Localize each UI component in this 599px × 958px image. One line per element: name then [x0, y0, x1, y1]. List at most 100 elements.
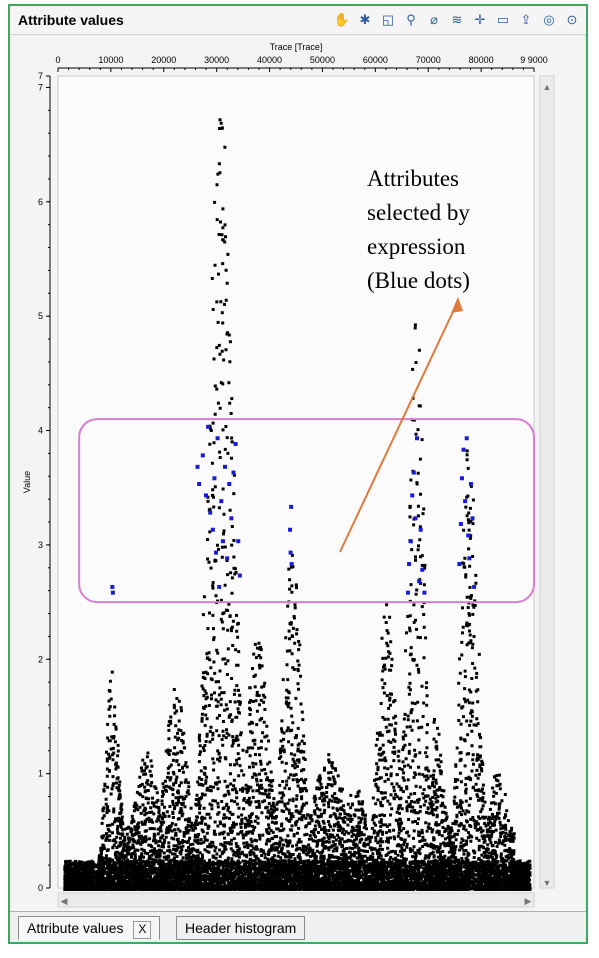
annotation-line: expression: [367, 234, 466, 259]
selected-point: [411, 470, 416, 475]
selected-point: [203, 493, 208, 498]
selected-point: [231, 470, 236, 475]
selected-point: [472, 584, 477, 589]
selected-point: [197, 482, 202, 486]
x-axis-label: Trace [Trace]: [270, 42, 323, 52]
selected-point: [206, 424, 211, 429]
selected-point: [458, 522, 463, 527]
selected-point: [464, 436, 469, 441]
y-tick-label: 2: [38, 654, 43, 664]
selected-point: [415, 436, 419, 441]
selected-point: [110, 590, 115, 595]
arrow-head: [451, 297, 463, 313]
y-tick-label: 4: [38, 426, 43, 436]
selected-point: [229, 516, 234, 521]
selected-point: [463, 499, 468, 504]
selected-point: [225, 556, 230, 561]
selected-point: [215, 436, 220, 441]
y-tick-label: 5: [38, 311, 43, 321]
x-tick-label: 40000: [257, 55, 282, 65]
selected-point: [237, 573, 242, 578]
y-tick-label: 0: [38, 883, 43, 893]
selected-point: [208, 510, 213, 515]
zoom-icon[interactable]: ⚲: [406, 12, 416, 27]
crosshair-icon[interactable]: ✛: [474, 12, 486, 27]
attribute-values-window: Attribute values ✋ ✱ ◱ ⚲ ⌀ ≋ ✛ ▭ ⇪ ◎ ⊙ ▲…: [8, 4, 588, 944]
scatter-svg: ▲ ▼ ◀ ▶ 0 10000 20000 30000 40000 50000 60000 70000…: [12, 36, 584, 916]
annotation-text: Attributes selected by expression (Blue …: [367, 162, 507, 298]
selected-point: [233, 441, 238, 446]
x-tick-label: 70000: [416, 55, 441, 65]
scroll-left-icon: ◀: [61, 896, 68, 906]
selected-point: [195, 464, 200, 469]
tab-header-histogram[interactable]: Header histogram: [176, 916, 306, 940]
selected-point: [422, 590, 427, 595]
x-tick-label: 50000: [310, 55, 335, 65]
comment-icon[interactable]: ▭: [496, 12, 510, 27]
y-tick-label: 7: [38, 82, 43, 92]
plot-frame: [57, 75, 535, 889]
layers-icon[interactable]: ≋: [451, 12, 463, 27]
x-tick-label: 10000: [98, 55, 123, 65]
y-tick-label: 1: [38, 769, 43, 779]
compass-icon[interactable]: ⊙: [566, 12, 578, 27]
tab-attribute-values[interactable]: Attribute values X: [18, 916, 161, 940]
horizontal-scrollbar: [57, 892, 535, 908]
hand-icon[interactable]: ✋: [333, 12, 351, 27]
selected-point: [457, 562, 462, 567]
selected-point: [210, 527, 215, 532]
selected-point: [288, 550, 293, 555]
magnify-icon[interactable]: ◎: [543, 12, 555, 27]
selected-point: [420, 567, 425, 572]
selected-point: [413, 516, 418, 521]
scatter-plot[interactable]: ▲ ▼ ◀ ▶ 0 10000 20000 30000 40000 50000 60000 70000…: [12, 36, 584, 916]
selection-box: [78, 418, 536, 604]
annotation-arrow: [339, 300, 459, 553]
x-tick-label: 60000: [363, 55, 388, 65]
selected-point: [407, 562, 412, 567]
x-tick-label: 20000: [151, 55, 176, 65]
window-title: Attribute values: [18, 12, 124, 28]
settings-icon[interactable]: ✱: [359, 12, 371, 27]
x-tick-label: 0: [55, 55, 60, 65]
scroll-up-icon: ▲: [543, 82, 552, 92]
selected-point: [288, 527, 293, 532]
tab-label: Header histogram: [185, 920, 297, 936]
vertical-scrollbar: [539, 75, 555, 889]
data-points-black: [63, 118, 532, 891]
selected-point: [406, 590, 411, 595]
tab-bar: Attribute values X Header histogram: [10, 911, 586, 942]
selected-point: [461, 447, 466, 452]
selected-point: [214, 550, 219, 555]
annotation-line: (Blue dots): [367, 268, 470, 293]
selected-point: [217, 584, 222, 589]
y-tick-label: 7: [38, 71, 43, 81]
select-icon[interactable]: ⌀: [430, 12, 438, 27]
selected-point: [220, 539, 225, 544]
selected-point: [418, 527, 423, 532]
selected-point: [289, 504, 294, 509]
selected-point: [467, 556, 472, 561]
export-icon[interactable]: ⇪: [520, 12, 532, 27]
plot-toolbar: ✋ ✱ ◱ ⚲ ⌀ ≋ ✛ ▭ ⇪ ◎ ⊙: [332, 10, 582, 30]
x-tick-label: 30000: [204, 55, 229, 65]
selected-point: [289, 562, 294, 567]
tab-label: Attribute values: [27, 920, 124, 936]
selected-point: [200, 453, 205, 458]
selected-point: [408, 539, 413, 544]
y-tick-label: 6: [38, 197, 43, 207]
y-tick-label: 3: [38, 540, 43, 550]
selected-point: [212, 476, 217, 481]
scroll-right-icon: ▶: [525, 896, 532, 906]
selected-point: [223, 464, 228, 469]
x-tick-label: 9 9000: [520, 55, 548, 65]
zoom-box-icon[interactable]: ◱: [381, 12, 395, 27]
selected-point: [466, 533, 471, 538]
scroll-down-icon: ▼: [543, 878, 552, 888]
x-tick-label: 80000: [469, 55, 494, 65]
selected-point: [219, 499, 224, 504]
y-axis-label: Value: [22, 471, 32, 493]
black-points: [63, 118, 532, 891]
selected-point: [227, 482, 232, 486]
close-icon[interactable]: X: [133, 921, 152, 939]
